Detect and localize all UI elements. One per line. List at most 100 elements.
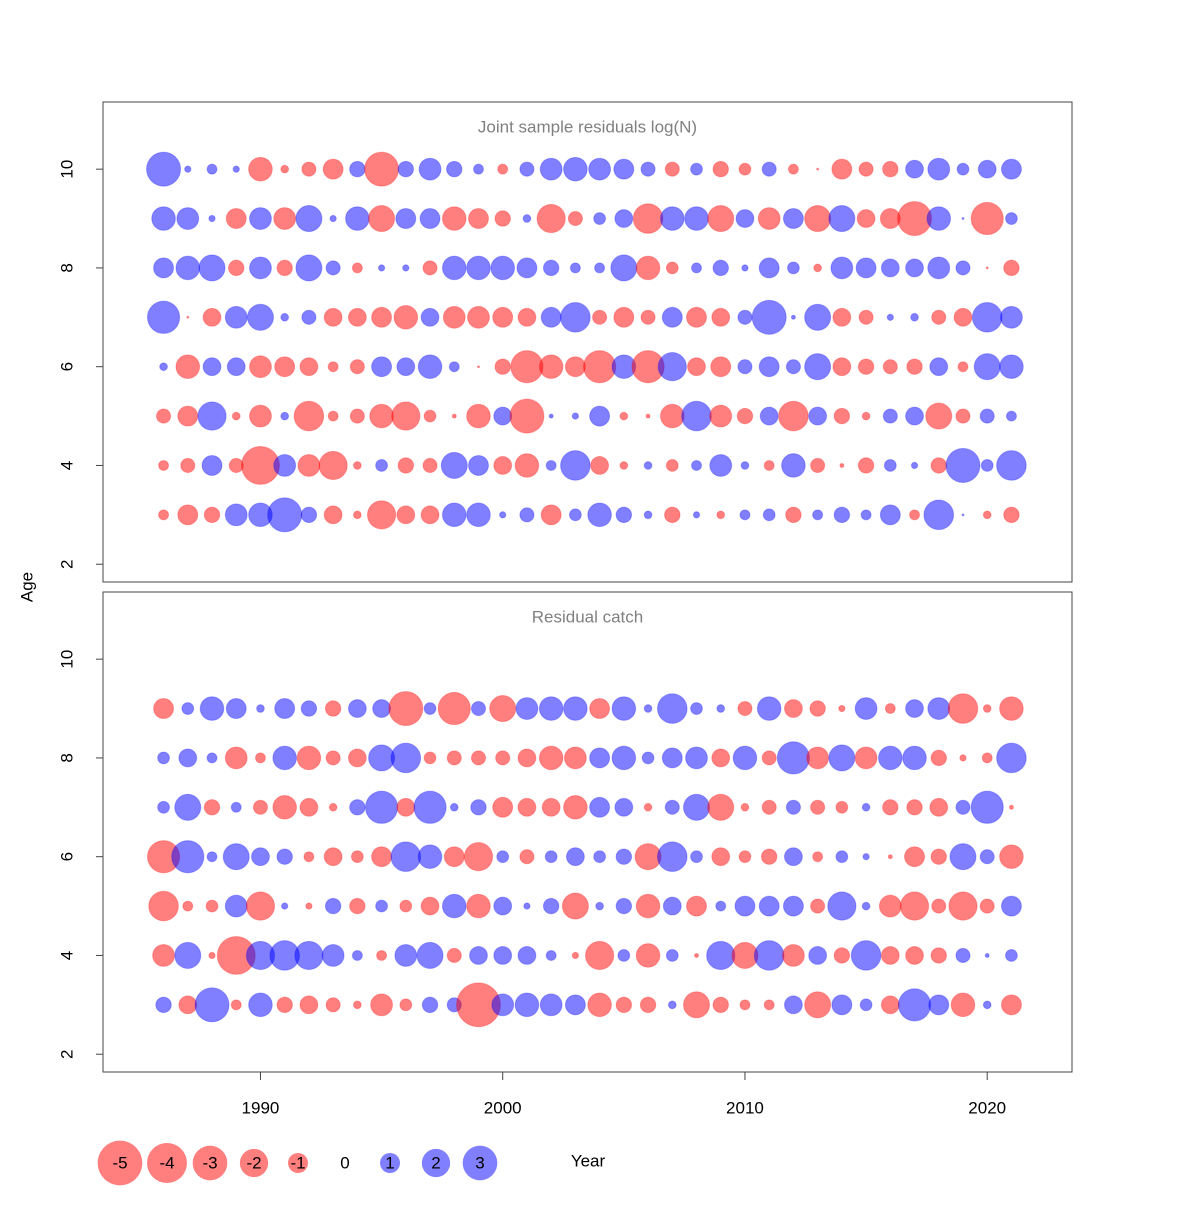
bubble (790, 314, 796, 320)
bubble (855, 257, 877, 279)
bubble (758, 257, 780, 279)
bubble (146, 300, 181, 334)
bubble (274, 698, 296, 720)
bubble (665, 949, 679, 962)
bubble (905, 258, 924, 278)
bubble (544, 850, 558, 864)
bubble (712, 259, 729, 277)
bubble (635, 943, 661, 968)
bubble (732, 745, 758, 771)
y-tick-label: 2 (57, 559, 76, 568)
bubble (804, 303, 832, 331)
bubble (584, 940, 615, 971)
legend-bubble (97, 1140, 143, 1186)
legend-bubble (288, 1153, 308, 1173)
bubble (349, 408, 365, 424)
bubble (999, 354, 1024, 380)
bubble (397, 457, 415, 474)
bubble (761, 161, 777, 177)
bubble (656, 841, 688, 873)
bubble (690, 162, 703, 176)
bubble (810, 799, 826, 815)
bubble (563, 696, 588, 721)
bubble (539, 157, 563, 181)
bubble (927, 697, 951, 720)
bubble (177, 405, 199, 427)
bubble (1003, 506, 1020, 524)
bubble (352, 461, 362, 470)
bubble (711, 307, 731, 327)
legend-label: 1 (385, 1153, 394, 1172)
bubble (690, 702, 703, 715)
bubble (827, 891, 857, 921)
bubble (171, 840, 205, 874)
bubble (295, 254, 323, 282)
bubble (446, 160, 463, 178)
bubble (970, 790, 1004, 824)
bubble (347, 748, 367, 768)
bubble (592, 309, 608, 325)
bubble (778, 400, 809, 432)
bubble (224, 305, 248, 329)
bubble (180, 457, 196, 474)
bubble (369, 403, 394, 429)
bubble (999, 844, 1024, 870)
bubble (781, 453, 806, 478)
bubble (155, 408, 172, 424)
bubble (245, 891, 276, 921)
bubble (712, 996, 729, 1014)
bubble (759, 406, 779, 426)
bubble (905, 406, 924, 426)
bubble (694, 952, 700, 958)
bubble (231, 411, 241, 421)
bubble (517, 748, 537, 768)
bubble (858, 309, 874, 325)
bubble (614, 797, 634, 817)
bubble (854, 697, 878, 720)
bubble (761, 750, 777, 766)
bubble (910, 312, 919, 322)
bubble (539, 993, 563, 1017)
bubble (812, 851, 824, 863)
bubble (371, 356, 393, 378)
x-tick-label: 2010 (726, 1098, 764, 1117)
bubble (787, 163, 799, 175)
bubble (833, 947, 851, 964)
bubble (230, 801, 242, 813)
bubble (813, 263, 823, 273)
legend-label: -5 (112, 1153, 127, 1172)
bubble (492, 796, 514, 818)
bubble (390, 841, 422, 873)
bubble (928, 994, 950, 1016)
bubble (441, 255, 467, 281)
bubble (224, 746, 248, 770)
bubble (832, 307, 852, 327)
bubble (352, 1000, 362, 1010)
bubble (665, 261, 679, 275)
bubble (249, 207, 272, 230)
bubble (959, 754, 967, 762)
bubble (904, 846, 926, 868)
bubble (613, 158, 635, 180)
bubble (276, 996, 293, 1014)
bubble (783, 699, 803, 718)
bubble (861, 411, 871, 421)
bubble (567, 210, 583, 227)
panel-title: Residual catch (532, 607, 644, 626)
bubble (349, 897, 366, 915)
bubble (345, 206, 370, 231)
bubble (854, 746, 878, 770)
bubble (174, 793, 202, 821)
bubble (757, 207, 781, 230)
bubble (782, 895, 804, 917)
bubble (682, 793, 711, 821)
bubble (923, 499, 955, 531)
bubble (422, 457, 438, 474)
bubble (643, 510, 653, 520)
bubble (832, 357, 852, 377)
bubble (810, 457, 826, 474)
bubble (493, 456, 513, 475)
bubble (753, 940, 785, 971)
bubble (489, 695, 517, 723)
bubble (301, 161, 317, 177)
